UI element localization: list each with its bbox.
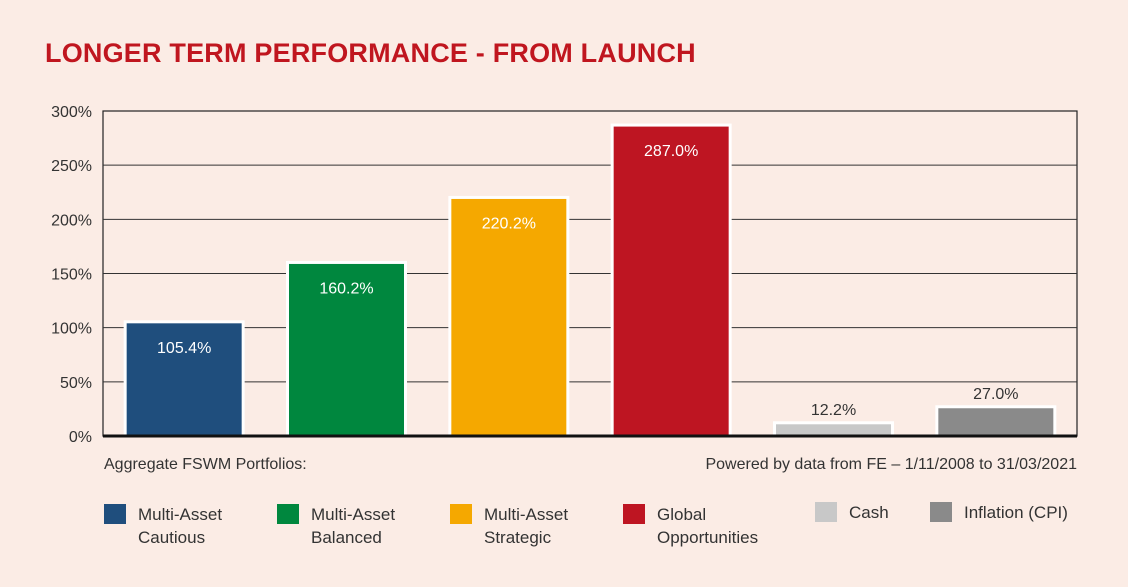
legend-swatch bbox=[277, 504, 299, 524]
legend-item-inflation: Inflation (CPI) bbox=[930, 501, 1068, 524]
y-tick-label: 150% bbox=[51, 267, 92, 284]
y-tick-label: 250% bbox=[51, 158, 92, 175]
bar-1 bbox=[286, 260, 407, 438]
legend-item-balanced: Multi-Asset Balanced bbox=[277, 503, 395, 549]
legend-label: Multi-Asset Cautious bbox=[138, 505, 223, 547]
legend-label: Multi-Asset Balanced bbox=[311, 505, 396, 547]
legend-item-cautious: Multi-Asset Cautious bbox=[104, 503, 222, 549]
y-tick-label: 200% bbox=[51, 212, 92, 229]
legend-label: Cash bbox=[849, 503, 889, 522]
bar-2 bbox=[448, 195, 570, 438]
legend-swatch bbox=[930, 502, 952, 522]
legend-label: Multi-Asset Strategic bbox=[484, 505, 569, 547]
legend-item-global: Global Opportunities bbox=[623, 503, 758, 549]
data-label: 27.0% bbox=[973, 386, 1018, 403]
legend-item-cash: Cash bbox=[815, 501, 889, 524]
legend-swatch bbox=[623, 504, 645, 524]
legend-label: Global Opportunities bbox=[657, 505, 759, 547]
data-label: 160.2% bbox=[319, 280, 373, 297]
y-tick-label: 300% bbox=[51, 104, 92, 121]
data-label: 12.2% bbox=[811, 402, 856, 419]
y-tick-label: 100% bbox=[51, 321, 92, 338]
bar-3 bbox=[610, 123, 732, 438]
chart-title: LONGER TERM PERFORMANCE - FROM LAUNCH bbox=[45, 38, 696, 68]
bar-4 bbox=[773, 421, 894, 438]
y-tick-label: 0% bbox=[69, 429, 92, 446]
bar-5 bbox=[935, 405, 1057, 438]
data-label: 105.4% bbox=[157, 340, 211, 357]
portfolio-note: Aggregate FSWM Portfolios: bbox=[104, 456, 307, 473]
y-tick-label: 50% bbox=[60, 375, 92, 392]
legend-label: Inflation (CPI) bbox=[964, 503, 1068, 522]
legend-swatch bbox=[104, 504, 126, 524]
legend-swatch bbox=[815, 502, 837, 522]
legend-item-strategic: Multi-Asset Strategic bbox=[450, 503, 568, 549]
data-label: 287.0% bbox=[644, 143, 698, 160]
source-note: Powered by data from FE – 1/11/2008 to 3… bbox=[705, 456, 1077, 473]
data-label: 220.2% bbox=[482, 215, 536, 232]
legend-swatch bbox=[450, 504, 472, 524]
